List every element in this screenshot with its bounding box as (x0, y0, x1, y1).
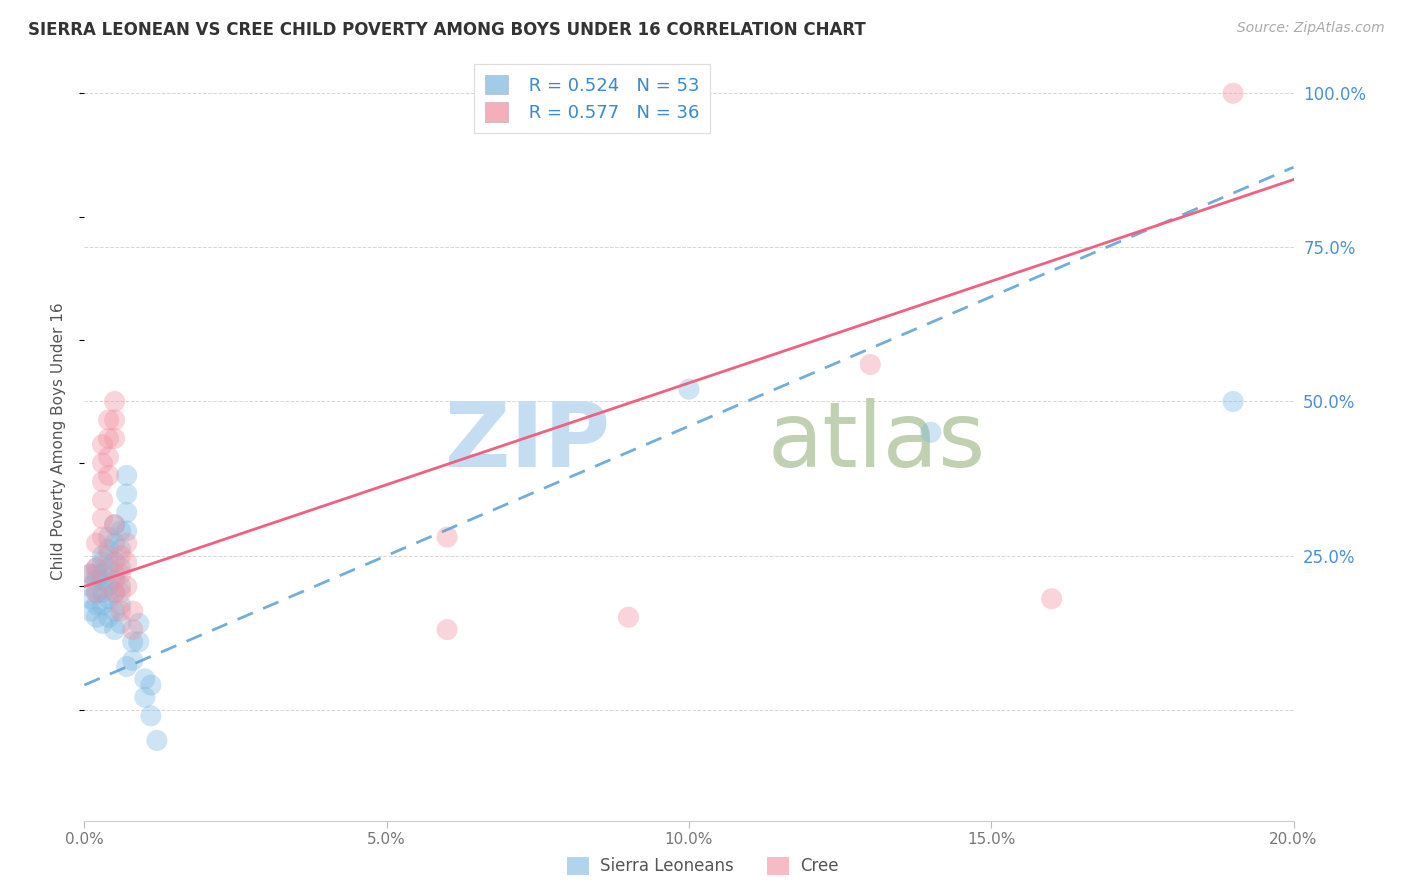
Point (139, 709, 162, 723)
Point (121, 623, 143, 637)
Point (86, 598, 108, 612)
Point (115, 505, 138, 519)
Point (79, 567, 101, 582)
Point (139, 678, 162, 692)
Point (110, 524, 132, 538)
Text: SIERRA LEONEAN VS CREE CHILD POVERTY AMONG BOYS UNDER 16 CORRELATION CHART: SIERRA LEONEAN VS CREE CHILD POVERTY AMO… (28, 21, 866, 39)
Point (110, 567, 132, 582)
Point (121, 604, 143, 618)
Point (91, 598, 114, 612)
Point (79, 579, 101, 593)
Point (97, 579, 120, 593)
Point (104, 394, 127, 409)
Point (97, 549, 120, 563)
Point (97, 432, 120, 446)
Legend:  R = 0.524   N = 53,  R = 0.577   N = 36: R = 0.524 N = 53, R = 0.577 N = 36 (474, 64, 710, 133)
Point (128, 635, 150, 649)
Point (86, 585, 108, 599)
Point (115, 487, 138, 501)
Point (920, 425, 942, 440)
Point (436, 530, 458, 544)
Point (115, 536, 138, 550)
Point (436, 623, 458, 637)
Text: atlas: atlas (768, 398, 986, 485)
Point (121, 653, 143, 667)
Point (104, 432, 127, 446)
Point (86, 536, 108, 550)
Point (104, 536, 127, 550)
Point (91, 573, 114, 587)
Legend: Sierra Leoneans, Cree: Sierra Leoneans, Cree (560, 850, 846, 882)
Point (104, 623, 127, 637)
Point (678, 382, 700, 396)
Point (97, 542, 120, 557)
Point (104, 585, 127, 599)
Point (86, 561, 108, 575)
Point (115, 524, 138, 538)
Point (110, 579, 132, 593)
Point (110, 604, 132, 618)
Point (91, 475, 114, 489)
Point (110, 561, 132, 575)
Point (91, 616, 114, 631)
Point (97, 591, 120, 606)
Point (110, 598, 132, 612)
Point (617, 610, 640, 624)
Point (79, 604, 101, 618)
Point (91, 555, 114, 569)
Point (86, 573, 108, 587)
Point (110, 616, 132, 631)
Point (97, 450, 120, 464)
Point (134, 672, 156, 686)
Point (86, 610, 108, 624)
Point (79, 591, 101, 606)
Point (104, 567, 127, 582)
Point (115, 468, 138, 483)
Point (115, 659, 138, 673)
Point (91, 437, 114, 451)
Point (97, 561, 120, 575)
Text: Source: ZipAtlas.com: Source: ZipAtlas.com (1237, 21, 1385, 36)
Point (104, 517, 127, 532)
Point (91, 585, 114, 599)
Text: ZIP: ZIP (446, 398, 610, 485)
Point (104, 573, 127, 587)
Point (104, 517, 127, 532)
Point (115, 579, 138, 593)
Point (104, 604, 127, 618)
Point (79, 567, 101, 582)
Y-axis label: Child Poverty Among Boys Under 16: Child Poverty Among Boys Under 16 (51, 302, 66, 581)
Point (97, 413, 120, 427)
Point (134, 690, 156, 705)
Point (1040, 591, 1063, 606)
Point (104, 585, 127, 599)
Point (104, 413, 127, 427)
Point (110, 549, 132, 563)
Point (1222, 87, 1244, 101)
Point (97, 530, 120, 544)
Point (91, 456, 114, 470)
Point (91, 567, 114, 582)
Point (86, 585, 108, 599)
Point (110, 542, 132, 557)
Point (91, 530, 114, 544)
Point (128, 616, 150, 631)
Point (97, 610, 120, 624)
Point (859, 358, 882, 372)
Point (146, 733, 169, 747)
Point (86, 567, 108, 582)
Point (91, 549, 114, 563)
Point (1222, 394, 1244, 409)
Point (86, 561, 108, 575)
Point (97, 468, 120, 483)
Point (91, 493, 114, 508)
Point (121, 635, 143, 649)
Point (115, 555, 138, 569)
Point (104, 555, 127, 569)
Point (91, 511, 114, 525)
Point (110, 585, 132, 599)
